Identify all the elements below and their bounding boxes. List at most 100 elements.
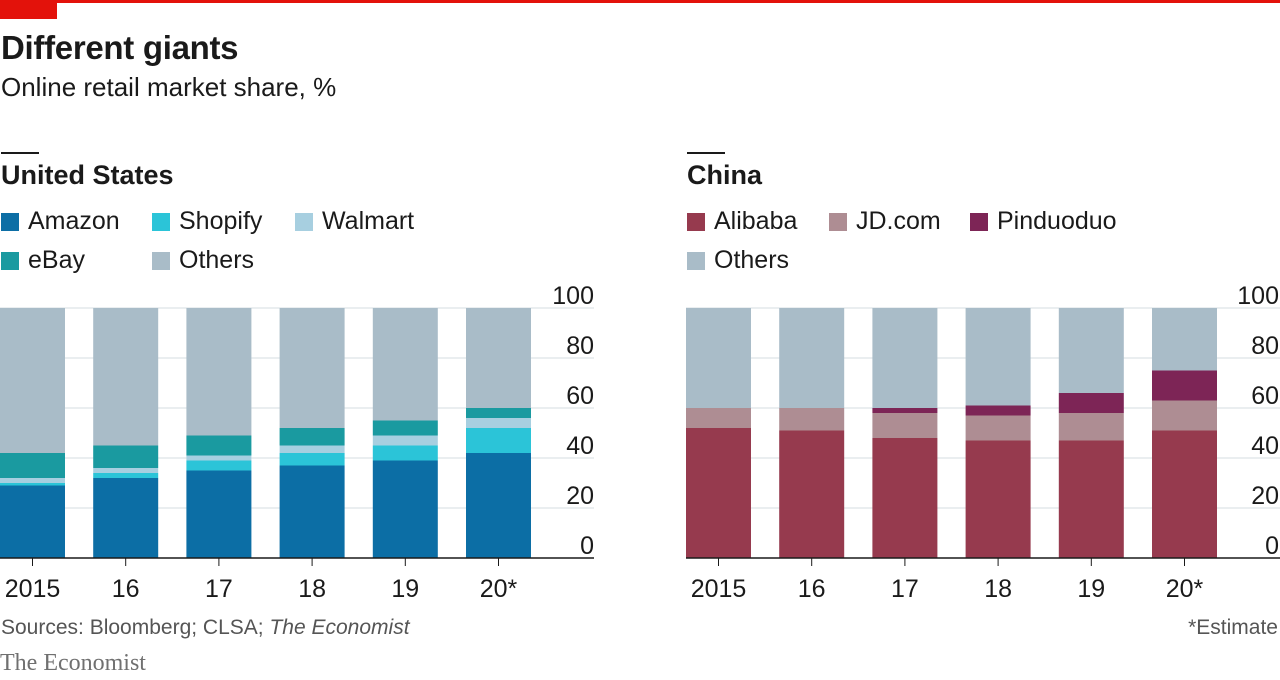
us-x-tick-label: 16: [112, 575, 140, 603]
top-red-rule: [0, 0, 1280, 3]
china-panel-title: China: [687, 160, 763, 190]
legend-label-shopify: Shopify: [179, 207, 263, 235]
us-y-tick-label: 60: [566, 382, 594, 410]
china-bar-jd-com-5: [1152, 400, 1217, 431]
china-y-tick-label: 40: [1251, 432, 1279, 460]
china-y-tick-label: 60: [1251, 382, 1279, 410]
us-x-tick-label: 17: [205, 575, 233, 603]
legend-swatch-pinduoduo: [970, 212, 988, 231]
china-bar-jd-com-1: [779, 408, 845, 431]
china-bar-jd-com-3: [965, 415, 1031, 441]
china-x-tick-label: 18: [984, 575, 1012, 603]
china-bar-others-1: [779, 308, 845, 408]
china-x-tick-label: 17: [891, 575, 919, 603]
legend-swatch-walmart: [295, 212, 313, 231]
china-bar-pinduoduo-5: [1152, 370, 1217, 401]
us-bar-ebay-2: [186, 435, 252, 456]
us-bar-shopify-4: [372, 445, 438, 461]
china-y-tick-label: 20: [1251, 482, 1279, 510]
china-bar-others-5: [1152, 308, 1217, 371]
legend-swatch-jdcom: [829, 212, 847, 231]
us-panel-rule: [1, 152, 39, 154]
us-bar-ebay-5: [466, 408, 531, 418]
china-panel-rule: [687, 152, 725, 154]
china-bar-others-4: [1058, 308, 1124, 393]
legend-item-ebay: eBay: [1, 246, 85, 275]
china-bar-pinduoduo-3: [965, 405, 1031, 416]
legend-item-china-others: Others: [687, 246, 789, 275]
brand-wordmark: The Economist: [0, 650, 146, 676]
us-bar-walmart-4: [372, 435, 438, 446]
chart-subtitle: Online retail market share, %: [1, 72, 337, 102]
us-y-tick-label: 100: [552, 282, 594, 310]
china-bar-jd-com-4: [1058, 413, 1124, 441]
us-bar-amazon-0: [0, 485, 65, 558]
us-bar-amazon-3: [279, 465, 345, 558]
us-bar-others-3: [279, 308, 345, 428]
us-bar-amazon-1: [93, 478, 159, 558]
legend-label-china-others: Others: [714, 246, 790, 274]
china-x-tick-label: 20*: [1166, 575, 1204, 603]
china-bar-alibaba-0: [686, 428, 751, 558]
us-bar-shopify-5: [466, 428, 531, 453]
us-bar-amazon-5: [466, 453, 531, 558]
legend-label-walmart: Walmart: [322, 207, 415, 235]
china-bar-jd-com-0: [686, 408, 751, 428]
us-bar-ebay-4: [372, 420, 438, 436]
us-bar-shopify-1: [93, 473, 159, 478]
us-bar-amazon-2: [186, 470, 252, 558]
legend-swatch-shopify: [152, 212, 170, 231]
legend-label-jdcom: JD.com: [856, 207, 941, 235]
estimate-note: *Estimate: [1188, 616, 1278, 639]
us-y-tick-label: 0: [580, 532, 594, 560]
us-bar-others-5: [466, 308, 531, 408]
china-bar-others-3: [965, 308, 1031, 406]
us-bar-ebay-0: [0, 453, 65, 478]
legend-swatch-ebay: [1, 251, 19, 270]
us-x-tick-label: 20*: [480, 575, 518, 603]
us-bar-others-0: [0, 308, 65, 453]
us-bar-others-1: [93, 308, 159, 446]
legend-swatch-us-others: [152, 251, 170, 270]
china-bar-alibaba-4: [1058, 440, 1124, 558]
legend-item-pinduoduo: Pinduoduo: [970, 207, 1117, 236]
china-y-tick-label: 0: [1265, 532, 1279, 560]
chart-title: Different giants: [1, 29, 239, 66]
us-y-tick-label: 40: [566, 432, 594, 460]
china-x-tick-label: 19: [1077, 575, 1105, 603]
china-x-tick-label: 16: [798, 575, 826, 603]
legend-item-walmart: Walmart: [295, 207, 414, 236]
legend-swatch-alibaba: [687, 212, 705, 231]
china-bar-alibaba-2: [872, 438, 938, 558]
legend-swatch-china-others: [687, 251, 705, 270]
legend-label-amazon: Amazon: [28, 207, 120, 235]
us-bar-walmart-2: [186, 455, 252, 461]
sources-text: Sources: Bloomberg; CLSA;: [1, 616, 270, 639]
china-bar-alibaba-3: [965, 440, 1031, 558]
us-bar-shopify-2: [186, 460, 252, 471]
legend-label-alibaba: Alibaba: [714, 207, 798, 235]
us-bar-walmart-3: [279, 445, 345, 453]
us-bar-ebay-3: [279, 428, 345, 446]
china-bar-pinduoduo-4: [1058, 393, 1124, 413]
china-bar-alibaba-1: [779, 430, 845, 558]
china-x-tick-label: 2015: [691, 575, 747, 603]
china-bar-others-2: [872, 308, 938, 408]
us-x-tick-label: 18: [298, 575, 326, 603]
legend-item-alibaba: Alibaba: [687, 207, 797, 236]
us-y-tick-label: 20: [566, 482, 594, 510]
us-bar-ebay-1: [93, 445, 159, 468]
legend-item-jdcom: JD.com: [829, 207, 941, 236]
legend-label-pinduoduo: Pinduoduo: [997, 207, 1117, 235]
china-y-tick-label: 100: [1237, 282, 1279, 310]
us-y-tick-label: 80: [566, 332, 594, 360]
sources-italic-text: The Economist: [269, 616, 410, 639]
china-bar-alibaba-5: [1152, 430, 1217, 558]
sources-note: Sources: Bloomberg; CLSA; The Economist: [1, 616, 410, 640]
legend-item-us-others: Others: [152, 246, 254, 275]
china-bar-jd-com-2: [872, 413, 938, 438]
us-x-tick-label: 19: [391, 575, 419, 603]
us-bar-others-4: [372, 308, 438, 421]
legend-item-shopify: Shopify: [152, 207, 262, 236]
